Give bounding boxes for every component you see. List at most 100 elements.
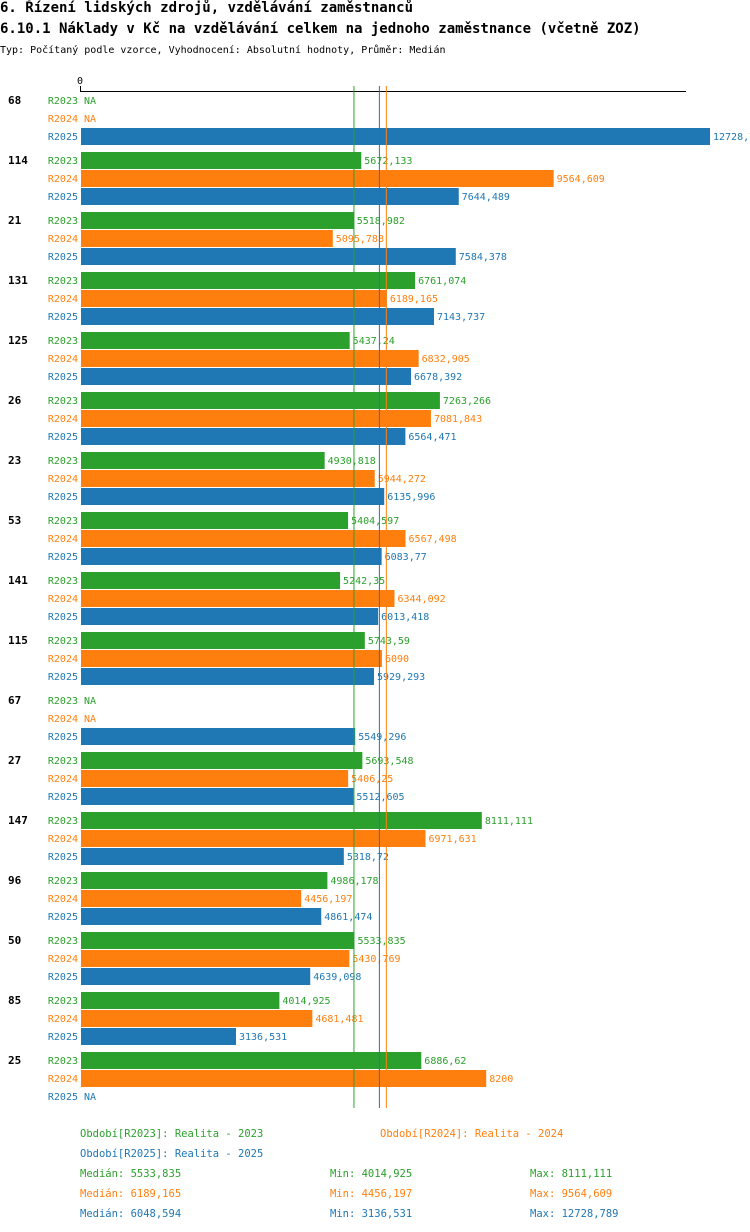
bar-r2025 [81,728,356,745]
value-label: 12728,789 [713,132,750,143]
series-label: R2024 [48,654,78,665]
series-label: R2023 [48,516,78,527]
value-label: 4456,197 [304,894,352,905]
series-label: R2025 [48,252,78,263]
bar-r2023 [81,452,325,469]
series-label: R2024 [48,354,78,365]
category-label: 141 [8,574,28,587]
bar-r2023 [81,872,328,889]
series-label: R2023 [48,756,78,767]
series-label: R2023 [48,396,78,407]
bar-r2024 [81,950,350,967]
series-label: R2024 [48,474,78,485]
series-label: R2025 [48,372,78,383]
chart-section-title: 6. Řízení lidských zdrojů, vzdělávání za… [0,0,414,16]
value-label: 5672,133 [364,156,412,167]
value-label: 6567,498 [409,534,457,545]
bar-r2024 [81,590,395,607]
bar-r2024 [81,410,431,427]
series-label: R2025 [48,552,78,563]
category-label: 21 [8,214,22,227]
value-label: 5095,788 [336,234,384,245]
bar-r2024 [81,890,302,907]
bar-r2024 [81,770,349,787]
value-label: 5743,59 [368,636,410,647]
series-label: R2025 [48,912,78,923]
value-label: 5944,272 [378,474,426,485]
series-label: R2024 [48,174,78,185]
series-label: R2025 [48,312,78,323]
value-label: 4861,474 [324,912,372,923]
value-label: 6886,62 [424,1056,466,1067]
value-label: NA [84,96,96,107]
series-label: R2025 [48,132,78,143]
value-label: 6090 [385,654,409,665]
series-label: R2024 [48,534,78,545]
category-label: 125 [8,334,28,347]
series-label: R2025 [48,192,78,203]
value-label: 3136,531 [239,1032,287,1043]
value-label: 4639,098 [313,972,361,983]
value-label: 7263,266 [443,396,491,407]
bar-r2024 [81,290,387,307]
category-label: 147 [8,814,28,827]
legend-min-r2023: Min: 4014,925 [330,1168,413,1180]
bar-r2024 [81,650,382,667]
value-label: 6832,905 [422,354,470,365]
value-label: 6135,996 [387,492,435,503]
bar-r2023 [81,752,363,769]
series-label: R2024 [48,234,78,245]
value-label: NA [84,714,96,725]
value-label: 6013,418 [381,612,429,623]
value-label: 4014,925 [282,996,330,1007]
category-label: 115 [8,634,28,647]
category-label: 68 [8,94,21,107]
value-label: 9564,609 [557,174,605,185]
chart-meta-info: Typ: Počítaný podle vzorce, Vyhodnocení:… [0,45,446,56]
legend-period-r2023: Období[R2023]: Realita - 2023 [80,1128,264,1140]
bar-chart: 0 68 R2023 NA R2024 NA R2025 12728,789 114 R2023 5… [8,76,750,1108]
series-label: R2023 [48,576,78,587]
series-label: R2023 [48,456,78,467]
value-label: 4930,818 [328,456,376,467]
bar-r2024 [81,1010,313,1027]
bar-r2023 [81,392,440,409]
series-label: R2024 [48,834,78,845]
category-label: 131 [8,274,28,287]
series-label: R2023 [48,696,78,707]
value-label: 5242,35 [343,576,385,587]
category-label: 96 [8,874,22,887]
bar-r2024 [81,830,426,847]
bar-r2024 [81,1070,487,1087]
series-label: R2025 [48,732,78,743]
series-label: R2025 [48,972,78,983]
bar-r2023 [81,932,355,949]
bar-r2023 [81,272,416,289]
value-label: 4986,178 [330,876,378,887]
value-label: 7644,489 [462,192,510,203]
bar-r2023 [81,632,365,649]
bar-r2024 [81,230,333,247]
value-label: 6189,165 [390,294,438,305]
value-label: 5318,72 [347,852,389,863]
value-label: 8200 [489,1074,513,1085]
value-label: 7081,843 [434,414,482,425]
legend-max-r2025: Max: 12728,789 [530,1208,619,1220]
bar-r2023 [81,992,280,1009]
series-label: R2025 [48,492,78,503]
category-label: 23 [8,454,21,467]
bar-r2023 [81,332,350,349]
value-label: 5533,835 [357,936,405,947]
category-label: 25 [8,1054,21,1067]
bar-r2023 [81,512,349,529]
bar-r2025 [81,368,412,385]
value-label: 6083,77 [385,552,427,563]
bar-r2025 [81,308,435,325]
value-label: 5406,25 [351,774,393,785]
bar-r2025 [81,1028,236,1045]
bar-r2023 [81,212,354,229]
value-label: 6761,074 [418,276,466,287]
legend-max-r2023: Max: 8111,111 [530,1168,613,1180]
series-label: R2025 [48,432,78,443]
bar-r2025 [81,488,385,505]
